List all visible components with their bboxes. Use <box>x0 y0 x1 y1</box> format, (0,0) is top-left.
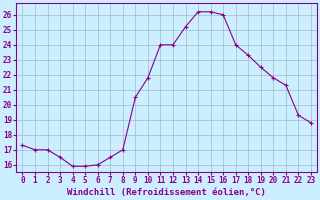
X-axis label: Windchill (Refroidissement éolien,°C): Windchill (Refroidissement éolien,°C) <box>67 188 266 197</box>
